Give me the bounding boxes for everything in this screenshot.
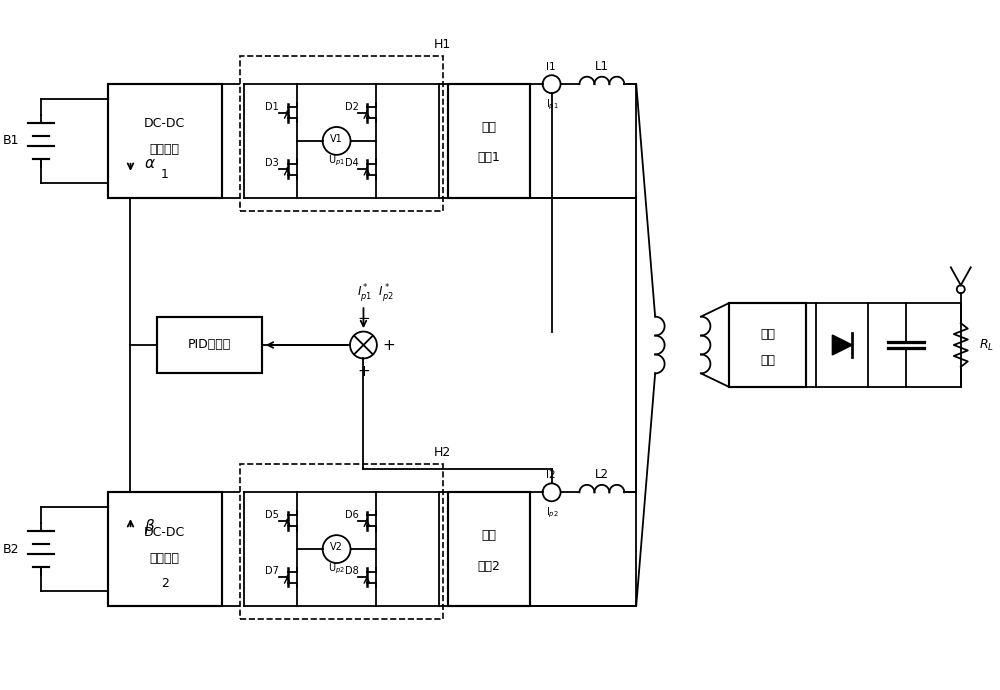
Text: 网络: 网络 (760, 353, 775, 366)
Bar (157, 317, 262, 373)
Bar (108, 493, 222, 606)
Text: 网络1: 网络1 (477, 151, 500, 164)
Text: $\beta$: $\beta$ (144, 517, 156, 535)
Text: DC-DC: DC-DC (144, 117, 185, 130)
Text: U$_{p1}$: U$_{p1}$ (328, 154, 345, 168)
Text: D4: D4 (345, 158, 358, 168)
Text: 1: 1 (161, 168, 169, 181)
Text: PID控制器: PID控制器 (188, 339, 231, 351)
Text: D5: D5 (265, 510, 279, 520)
Text: L2: L2 (595, 468, 609, 481)
Text: 网络2: 网络2 (477, 560, 500, 573)
Text: V2: V2 (330, 542, 343, 552)
Text: D7: D7 (265, 566, 279, 576)
Bar (448, 493, 530, 606)
Text: D3: D3 (265, 158, 279, 168)
Text: +: + (357, 364, 370, 379)
Text: 补偿: 补偿 (481, 529, 496, 542)
Text: B2: B2 (2, 542, 19, 555)
Text: I1: I1 (546, 62, 555, 72)
Bar (108, 84, 222, 197)
Text: $I^*_{p1}$  $I^*_{p2}$: $I^*_{p1}$ $I^*_{p2}$ (357, 282, 394, 304)
Text: 调压电路: 调压电路 (150, 552, 180, 564)
Bar (448, 84, 530, 197)
Text: D6: D6 (345, 510, 358, 520)
Text: $\alpha$: $\alpha$ (144, 157, 156, 171)
Text: $R_L$: $R_L$ (979, 337, 994, 353)
Text: +: + (382, 337, 395, 353)
Text: 补偿: 补偿 (481, 121, 496, 134)
Text: B1: B1 (2, 135, 19, 148)
Bar (816, 303, 868, 387)
Text: L1: L1 (595, 60, 609, 72)
Text: V1: V1 (330, 134, 343, 144)
Text: DC-DC: DC-DC (144, 526, 185, 539)
Text: H1: H1 (433, 38, 451, 51)
Text: 补偿: 补偿 (760, 328, 775, 342)
Text: I$_{p2}$: I$_{p2}$ (546, 506, 559, 520)
Polygon shape (832, 335, 852, 355)
Text: 调压电路: 调压电路 (150, 144, 180, 157)
Text: I$_{p1}$: I$_{p1}$ (546, 98, 559, 112)
Bar (240, 464, 443, 619)
Text: −: − (357, 311, 370, 326)
Text: H2: H2 (433, 446, 451, 459)
Text: 2: 2 (161, 577, 169, 590)
Text: U$_{p2}$: U$_{p2}$ (328, 562, 345, 576)
Text: D2: D2 (345, 101, 358, 112)
Text: D1: D1 (265, 101, 279, 112)
Bar (240, 57, 443, 210)
Bar (729, 303, 806, 387)
Text: I2: I2 (546, 471, 555, 480)
Text: D8: D8 (345, 566, 358, 576)
